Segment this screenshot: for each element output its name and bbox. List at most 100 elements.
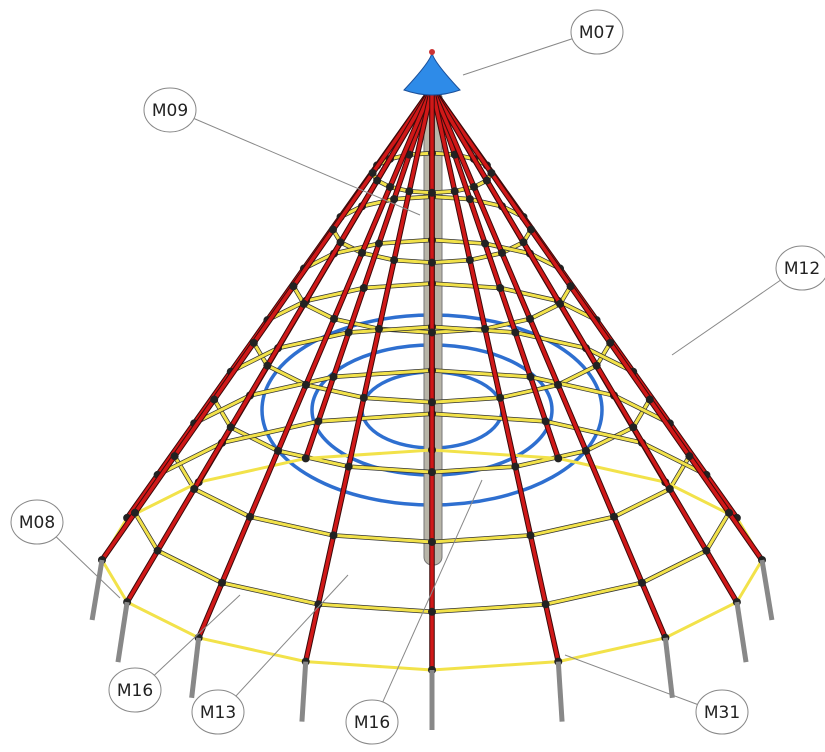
leader-line xyxy=(671,279,781,356)
callout-label: M12 xyxy=(784,259,820,279)
knot xyxy=(289,282,298,291)
anchor xyxy=(115,601,130,663)
knot xyxy=(357,248,366,257)
climbing-net xyxy=(89,49,775,730)
callout-label: M08 xyxy=(19,513,55,533)
red-rope xyxy=(100,86,434,562)
knot xyxy=(465,195,474,204)
knot xyxy=(273,446,282,455)
callout-label: M31 xyxy=(704,703,740,723)
knot xyxy=(245,512,254,521)
callout-label: M09 xyxy=(152,101,188,121)
knot xyxy=(226,423,235,432)
knot xyxy=(314,417,323,426)
red-rope xyxy=(197,87,434,639)
red-rope xyxy=(430,87,560,459)
knot xyxy=(592,361,601,370)
knot xyxy=(428,468,436,477)
knot xyxy=(556,299,565,308)
callout-bubble xyxy=(775,245,825,291)
knot xyxy=(170,452,179,461)
knot xyxy=(685,452,694,461)
callout-bubble xyxy=(108,667,162,713)
red-rope xyxy=(304,87,434,459)
red-rope xyxy=(125,87,434,603)
knot xyxy=(428,398,436,407)
callout-label: M16 xyxy=(354,713,390,733)
red-rope xyxy=(430,87,560,663)
red-rope xyxy=(430,86,764,562)
knot xyxy=(582,446,591,455)
knot xyxy=(190,484,199,493)
knot xyxy=(336,238,345,247)
cap-tip xyxy=(429,49,435,55)
knot xyxy=(725,508,733,517)
knot xyxy=(131,508,139,517)
knot xyxy=(554,380,563,389)
knot xyxy=(428,188,436,197)
callout-bubble xyxy=(143,87,197,133)
knot xyxy=(301,454,310,463)
knot xyxy=(385,182,394,191)
knot xyxy=(519,238,528,247)
callout-label: M07 xyxy=(579,23,615,43)
knot xyxy=(374,324,383,333)
callouts: M07 M09 M12 M08 M16 M13 M16 M31 xyxy=(10,9,825,745)
knot xyxy=(249,338,258,347)
anchor xyxy=(734,601,749,663)
callout-bubble xyxy=(570,9,624,55)
knot xyxy=(428,607,436,616)
leader-line xyxy=(462,38,573,76)
leader-line xyxy=(235,574,349,697)
knot xyxy=(374,239,383,248)
knot xyxy=(541,600,550,609)
leader-line xyxy=(193,118,421,216)
callout-bubble xyxy=(345,699,399,745)
knot xyxy=(450,187,459,196)
knot xyxy=(390,195,399,204)
knot xyxy=(301,380,310,389)
knot xyxy=(329,225,337,234)
knot xyxy=(329,314,338,323)
knot xyxy=(481,324,490,333)
knot xyxy=(511,462,520,471)
knot xyxy=(496,393,505,402)
callout-label: M13 xyxy=(200,703,236,723)
knot xyxy=(526,314,535,323)
knot xyxy=(527,225,535,234)
knot xyxy=(428,328,436,337)
knot xyxy=(465,256,474,265)
knot xyxy=(359,393,368,402)
knot xyxy=(344,462,353,471)
knot xyxy=(329,372,338,381)
leader-line xyxy=(382,479,483,703)
red-rope xyxy=(430,87,739,603)
anchor xyxy=(299,661,309,722)
knot xyxy=(526,372,535,381)
callout-bubble xyxy=(10,499,64,545)
callout-label: M16 xyxy=(117,681,153,701)
knot xyxy=(482,176,491,185)
knot xyxy=(566,282,575,291)
top-cap xyxy=(403,51,461,96)
knot xyxy=(359,284,368,293)
knot xyxy=(638,578,647,587)
leader-line xyxy=(153,594,241,676)
knot xyxy=(498,248,507,257)
knot xyxy=(263,361,272,370)
knot xyxy=(541,417,550,426)
leader-line xyxy=(55,536,121,599)
knot xyxy=(470,182,479,191)
knot xyxy=(373,176,382,185)
red-rope xyxy=(304,87,434,663)
knot xyxy=(217,578,226,587)
knot xyxy=(428,537,436,546)
knot xyxy=(702,546,711,555)
anchor xyxy=(189,637,202,699)
knot xyxy=(210,395,219,404)
knot xyxy=(610,512,619,521)
knot xyxy=(496,284,505,293)
knot xyxy=(629,423,638,432)
